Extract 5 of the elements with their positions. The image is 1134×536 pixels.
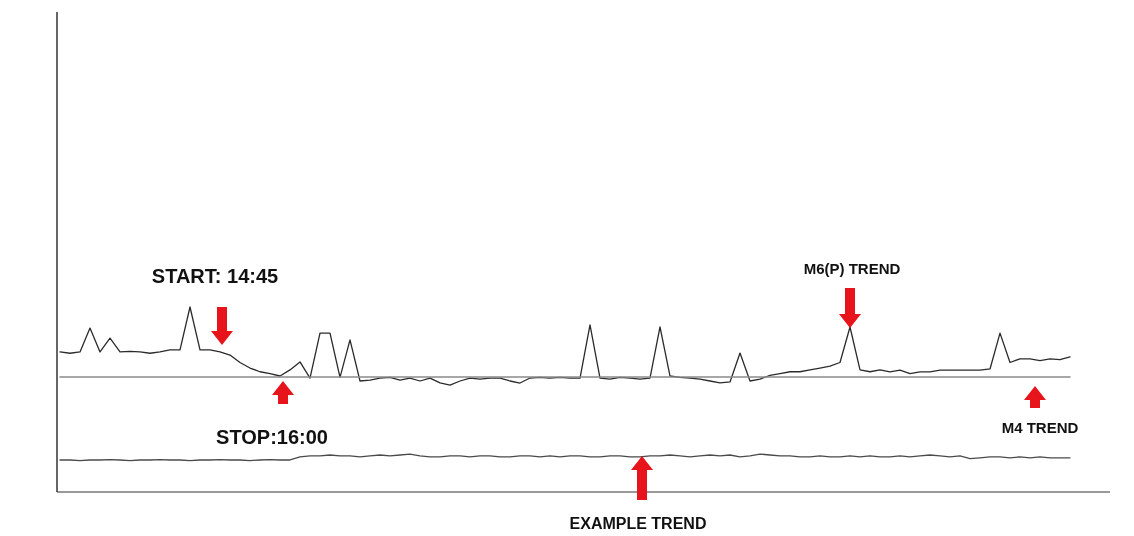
- text: START: 14:45: [151, 265, 279, 287]
- annotation: STOP:16:00: [216, 426, 328, 448]
- text: EXAMPLE TREND: [569, 515, 707, 532]
- annotation: M4 TREND: [1001, 419, 1079, 436]
- text: M6(P) TREND: [803, 260, 901, 277]
